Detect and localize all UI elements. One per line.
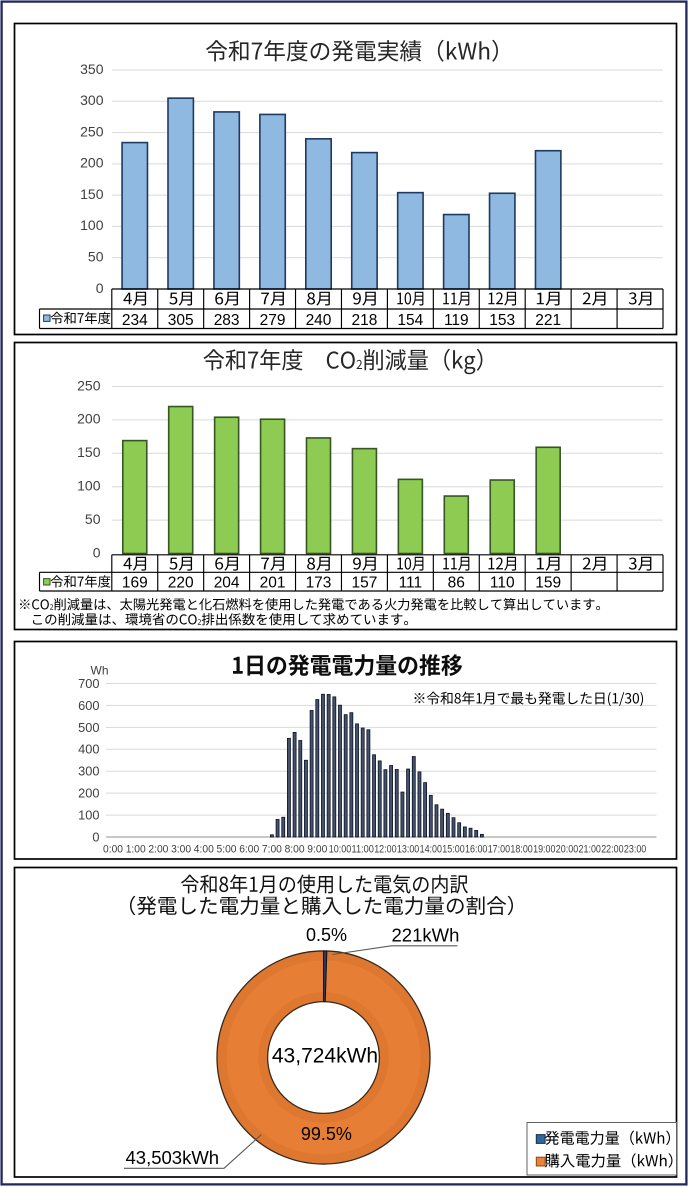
svg-text:221: 221 (535, 312, 561, 329)
svg-text:100: 100 (78, 807, 99, 822)
svg-text:200: 200 (80, 155, 104, 171)
svg-text:201: 201 (260, 574, 286, 591)
svg-text:200: 200 (77, 411, 101, 427)
svg-text:4:00: 4:00 (194, 843, 214, 855)
svg-text:13:00: 13:00 (397, 843, 419, 855)
svg-text:110: 110 (490, 574, 515, 591)
svg-text:1:00: 1:00 (126, 843, 146, 855)
svg-text:283: 283 (214, 312, 240, 329)
svg-text:10:00: 10:00 (329, 843, 351, 855)
svg-text:300: 300 (80, 92, 104, 108)
svg-text:119: 119 (444, 312, 469, 329)
svg-text:15:00: 15:00 (442, 843, 464, 855)
svg-text:350: 350 (80, 61, 104, 77)
svg-text:150: 150 (77, 444, 101, 460)
svg-text:6:00: 6:00 (239, 843, 259, 855)
svg-text:250: 250 (77, 377, 101, 393)
svg-text:150: 150 (80, 186, 104, 202)
svg-text:14:00: 14:00 (420, 843, 442, 855)
svg-text:700: 700 (78, 676, 99, 691)
svg-text:Wh: Wh (91, 664, 109, 678)
svg-text:305: 305 (168, 312, 194, 329)
svg-text:11:00: 11:00 (352, 843, 374, 855)
svg-text:0: 0 (93, 544, 101, 560)
svg-text:157: 157 (351, 574, 377, 591)
svg-text:43,724kWh: 43,724kWh (272, 1045, 378, 1068)
svg-text:400: 400 (78, 742, 99, 757)
svg-text:100: 100 (80, 217, 104, 233)
svg-text:19:00: 19:00 (533, 843, 555, 855)
svg-text:100: 100 (77, 478, 101, 494)
svg-text:169: 169 (122, 574, 148, 591)
svg-text:99.5%: 99.5% (301, 1124, 352, 1144)
svg-text:50: 50 (88, 249, 104, 265)
svg-text:0:00: 0:00 (103, 843, 123, 855)
svg-text:111: 111 (399, 574, 423, 591)
svg-text:279: 279 (260, 312, 286, 329)
svg-text:86: 86 (448, 574, 465, 591)
svg-text:9:00: 9:00 (307, 843, 327, 855)
svg-text:234: 234 (122, 312, 148, 329)
svg-text:16:00: 16:00 (465, 843, 487, 855)
svg-text:154: 154 (397, 312, 423, 329)
svg-text:3:00: 3:00 (171, 843, 191, 855)
svg-text:5:00: 5:00 (217, 843, 237, 855)
svg-text:0: 0 (96, 280, 104, 296)
svg-text:20:00: 20:00 (556, 843, 578, 855)
svg-text:200: 200 (78, 786, 99, 801)
svg-text:50: 50 (85, 511, 101, 527)
svg-text:153: 153 (489, 312, 515, 329)
svg-text:159: 159 (535, 574, 561, 591)
svg-text:500: 500 (78, 720, 99, 735)
svg-text:204: 204 (214, 574, 240, 591)
svg-text:0: 0 (92, 829, 99, 844)
svg-text:18:00: 18:00 (510, 843, 532, 855)
svg-text:221kWh: 221kWh (392, 925, 460, 946)
svg-text:240: 240 (306, 312, 332, 329)
svg-text:218: 218 (351, 312, 377, 329)
svg-text:250: 250 (80, 123, 104, 139)
svg-text:23:00: 23:00 (624, 843, 646, 855)
svg-text:300: 300 (78, 764, 99, 779)
svg-text:7:00: 7:00 (262, 843, 282, 855)
svg-text:17:00: 17:00 (488, 843, 510, 855)
svg-text:43,503kWh: 43,503kWh (126, 1147, 220, 1168)
svg-text:8:00: 8:00 (285, 843, 305, 855)
svg-text:600: 600 (78, 698, 99, 713)
svg-text:0.5%: 0.5% (306, 925, 347, 945)
svg-text:220: 220 (168, 574, 194, 591)
svg-text:2:00: 2:00 (148, 843, 168, 855)
svg-text:22:00: 22:00 (601, 843, 623, 855)
svg-text:173: 173 (306, 574, 332, 591)
svg-text:12:00: 12:00 (374, 843, 396, 855)
svg-text:21:00: 21:00 (579, 843, 601, 855)
